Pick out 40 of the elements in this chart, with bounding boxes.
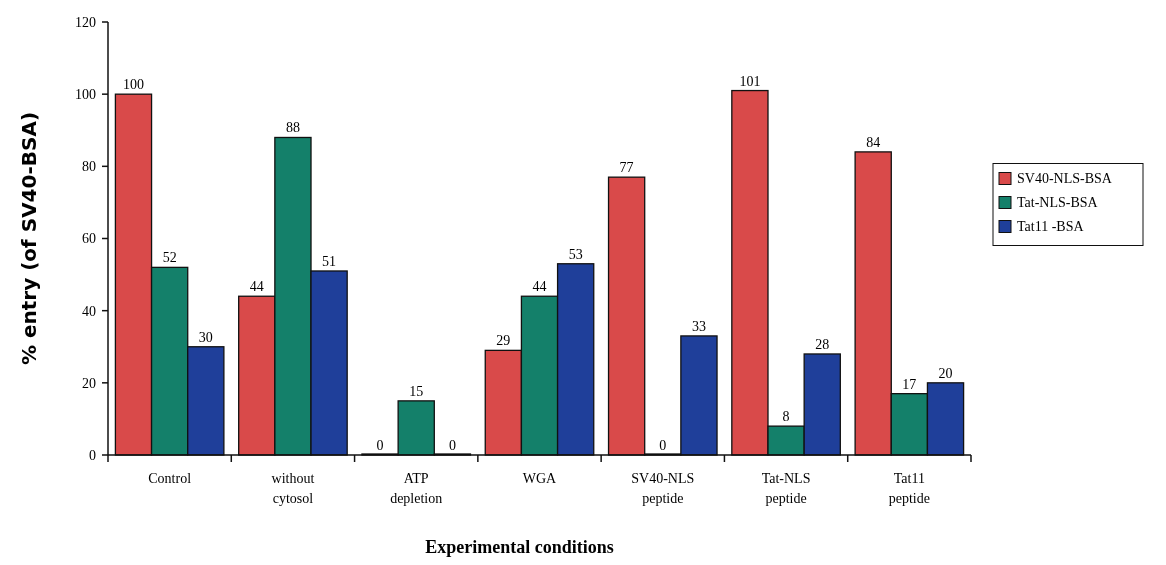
x-tick-label: without cytosol: [271, 471, 315, 506]
x-tick-label: Tat-NLS peptide: [761, 471, 811, 506]
data-label: 51: [322, 253, 337, 269]
y-tick-label: 80: [82, 159, 96, 175]
data-label: 17: [902, 376, 917, 392]
x-axis-title: Experimental conditions: [425, 537, 614, 557]
y-tick-label: 120: [75, 14, 96, 30]
y-axis-title: % entry (of SV40-BSA): [17, 111, 41, 366]
data-label: 33: [691, 318, 706, 334]
y-tick-label: 0: [89, 447, 96, 463]
x-tick-label: WGA: [522, 471, 558, 486]
data-label: 0: [448, 438, 456, 453]
y-tick-label: 60: [82, 231, 96, 247]
y-tick-label: 100: [75, 87, 96, 103]
y-tick-label: 40: [82, 303, 96, 319]
data-label: 15: [409, 383, 424, 399]
data-label: 20: [938, 365, 953, 381]
data-label: 29: [496, 333, 511, 349]
data-label: 0: [376, 438, 384, 453]
data-label: 88: [285, 120, 300, 136]
legend-label: Tat-NLS-BSA: [1017, 195, 1099, 211]
data-label: 77: [619, 160, 634, 176]
x-tick-label: SV40-NLS peptide: [631, 471, 695, 506]
data-label: 53: [568, 246, 583, 262]
data-label: 101: [739, 73, 761, 89]
data-label: 0: [659, 438, 667, 453]
data-label: 44: [532, 279, 547, 295]
legend-label: SV40-NLS-BSA: [1017, 171, 1113, 187]
x-tick-label: ATP depletion: [390, 471, 443, 506]
data-label: 100: [122, 77, 144, 93]
x-tick-label: Tat11 peptide: [888, 471, 930, 506]
data-label: 84: [866, 134, 881, 150]
data-label: 44: [249, 279, 264, 295]
legend-label: Tat11 -BSA: [1017, 219, 1085, 235]
data-label: 52: [162, 250, 177, 266]
data-label: 28: [815, 336, 830, 352]
data-label: 8: [782, 409, 790, 425]
y-tick-label: 20: [82, 375, 96, 391]
data-label: 30: [198, 329, 213, 345]
x-tick-label: Control: [148, 471, 192, 486]
